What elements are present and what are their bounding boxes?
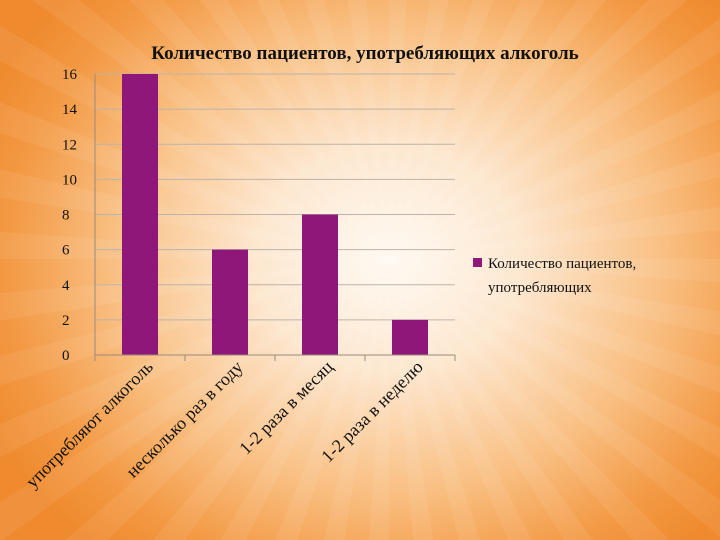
- bars: [122, 74, 428, 355]
- legend-label-line1: Количество пациентов,: [488, 256, 636, 272]
- bar: [212, 249, 248, 355]
- bar: [122, 74, 158, 355]
- y-axis-ticks: 0 2 4 6 8 10 12 14 16: [62, 67, 78, 364]
- y-tick-label: 0: [62, 348, 70, 364]
- y-tick-label: 14: [62, 102, 78, 118]
- y-tick-label: 12: [62, 137, 77, 153]
- chart-title: Количество пациентов, употребляющих алко…: [151, 43, 578, 64]
- axes: [94, 74, 456, 361]
- bar: [392, 319, 428, 355]
- y-tick-label: 8: [62, 208, 70, 224]
- y-tick-label: 6: [62, 243, 70, 259]
- y-tick-label: 4: [62, 278, 70, 294]
- legend-label: Количество пациентов, употребляющих: [488, 256, 640, 296]
- legend-label-line2: употребляющих: [488, 280, 592, 296]
- y-tick-label: 16: [62, 67, 78, 83]
- bar: [302, 214, 338, 355]
- y-tick-label: 2: [62, 313, 70, 329]
- legend-swatch: [473, 258, 482, 267]
- x-category-label: 1-2 раза в месяц: [235, 356, 337, 458]
- legend: Количество пациентов, употребляющих: [473, 256, 640, 296]
- y-tick-label: 10: [62, 172, 77, 188]
